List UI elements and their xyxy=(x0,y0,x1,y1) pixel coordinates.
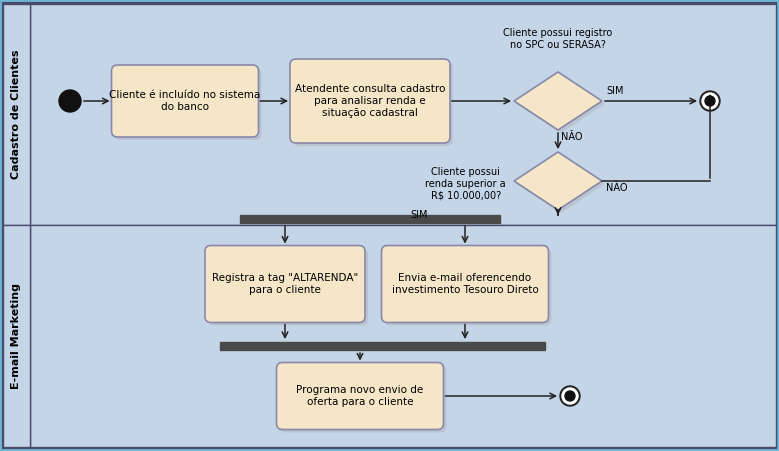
Bar xyxy=(3,4,30,225)
Bar xyxy=(220,342,545,350)
Bar xyxy=(240,215,500,223)
FancyBboxPatch shape xyxy=(385,249,552,326)
Text: SIM: SIM xyxy=(606,86,623,96)
Text: Cadastro de Clientes: Cadastro de Clientes xyxy=(11,49,21,179)
Circle shape xyxy=(59,90,81,112)
Circle shape xyxy=(565,391,575,401)
FancyBboxPatch shape xyxy=(280,365,446,433)
Polygon shape xyxy=(514,152,602,210)
Circle shape xyxy=(702,93,718,109)
Text: Envia e-mail oferencendo
investimento Tesouro Direto: Envia e-mail oferencendo investimento Te… xyxy=(392,273,538,295)
FancyBboxPatch shape xyxy=(277,363,443,429)
Text: NÃO: NÃO xyxy=(561,132,583,142)
Text: SIM: SIM xyxy=(411,210,428,220)
Bar xyxy=(3,225,30,447)
Circle shape xyxy=(700,91,720,111)
FancyBboxPatch shape xyxy=(290,59,450,143)
FancyBboxPatch shape xyxy=(208,249,368,326)
Polygon shape xyxy=(514,72,602,130)
Bar xyxy=(30,4,776,225)
Circle shape xyxy=(705,96,715,106)
Text: Programa novo envio de
oferta para o cliente: Programa novo envio de oferta para o cli… xyxy=(296,385,424,407)
Text: Cliente possui registro
no SPC ou SERASA?: Cliente possui registro no SPC ou SERASA… xyxy=(503,28,612,50)
Text: E-mail Marketing: E-mail Marketing xyxy=(11,283,21,389)
Circle shape xyxy=(562,388,578,404)
FancyBboxPatch shape xyxy=(115,68,262,140)
FancyBboxPatch shape xyxy=(205,245,365,322)
Text: Cliente possui
renda superior a
R$ 10.000,00?: Cliente possui renda superior a R$ 10.00… xyxy=(425,167,506,200)
Text: NÃO: NÃO xyxy=(606,183,628,193)
Polygon shape xyxy=(517,155,605,213)
FancyBboxPatch shape xyxy=(382,245,548,322)
Text: Cliente é incluído no sistema
do banco: Cliente é incluído no sistema do banco xyxy=(109,90,261,112)
FancyBboxPatch shape xyxy=(111,65,259,137)
Bar xyxy=(30,225,776,447)
Text: Atendente consulta cadastro
para analisar renda e
situação cadastral: Atendente consulta cadastro para analisa… xyxy=(294,83,445,119)
Circle shape xyxy=(560,386,580,406)
Text: Registra a tag "ALTARENDA"
para o cliente: Registra a tag "ALTARENDA" para o client… xyxy=(212,273,358,295)
Polygon shape xyxy=(517,75,605,133)
FancyBboxPatch shape xyxy=(293,62,453,146)
